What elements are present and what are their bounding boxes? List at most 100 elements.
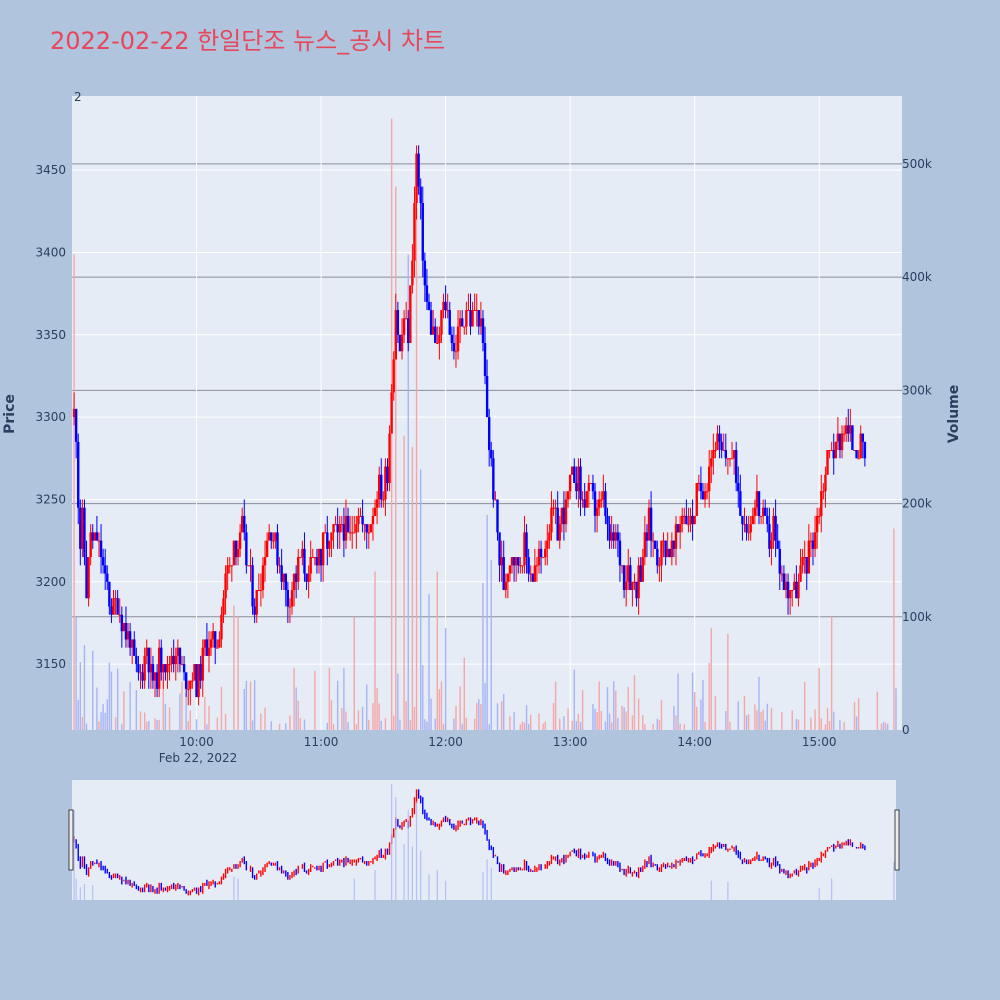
candlestick bbox=[818, 507, 821, 525]
candlestick bbox=[475, 293, 478, 327]
volume-bar bbox=[347, 722, 349, 730]
slider-volume-bar bbox=[482, 872, 484, 900]
volume-bar bbox=[577, 714, 580, 730]
volume-bar bbox=[158, 719, 160, 730]
candlestick bbox=[747, 515, 750, 541]
candlestick bbox=[243, 499, 246, 541]
volume-bar bbox=[422, 665, 424, 730]
candlestick bbox=[193, 664, 196, 681]
slider-volume-bar bbox=[436, 870, 438, 900]
volume-bar bbox=[92, 650, 94, 730]
candlestick bbox=[836, 417, 840, 451]
volume-bar bbox=[895, 688, 897, 730]
volume-bar bbox=[403, 435, 405, 730]
volume-bar bbox=[463, 657, 465, 730]
candlestick bbox=[571, 466, 574, 475]
candlestick bbox=[332, 524, 335, 549]
volume-bar bbox=[372, 703, 374, 730]
y-tick-label: 3250 bbox=[35, 492, 66, 506]
candlestick bbox=[128, 622, 132, 656]
candlestick bbox=[683, 507, 686, 525]
candlestick bbox=[79, 499, 82, 566]
candlestick bbox=[207, 631, 211, 673]
candlestick bbox=[722, 433, 725, 452]
candlestick bbox=[863, 441, 867, 467]
slider-volume-bar bbox=[353, 878, 355, 900]
volume-bar bbox=[251, 720, 254, 730]
candlestick bbox=[795, 565, 798, 599]
candlestick bbox=[774, 499, 777, 558]
slider-volume-bar bbox=[407, 810, 409, 900]
candlestick bbox=[238, 524, 242, 558]
candlestick bbox=[104, 548, 107, 591]
volume-bar bbox=[299, 718, 302, 730]
candlestick bbox=[512, 557, 516, 582]
volume-bar bbox=[480, 703, 482, 730]
slider-volume-bar bbox=[79, 887, 81, 900]
volume-bar bbox=[500, 701, 503, 730]
candlestick bbox=[326, 515, 329, 566]
volume-bar bbox=[737, 701, 739, 730]
candlestick bbox=[342, 507, 346, 558]
candlestick bbox=[519, 557, 522, 574]
candlestick bbox=[471, 301, 474, 327]
candlestick bbox=[454, 334, 458, 368]
candlestick bbox=[344, 499, 348, 549]
candlestick bbox=[419, 178, 422, 220]
volume-bar bbox=[289, 715, 291, 730]
range-slider-right-handle[interactable] bbox=[894, 809, 900, 871]
candlestick bbox=[672, 540, 676, 558]
volume-bar bbox=[756, 709, 758, 730]
volume-bar bbox=[206, 724, 208, 730]
slider-volume-bar bbox=[420, 850, 422, 900]
candlestick bbox=[93, 532, 97, 541]
chart-title: 2022-02-22 한일단조 뉴스_공시 차트 bbox=[50, 27, 445, 55]
candlestick bbox=[461, 310, 464, 327]
candlestick bbox=[425, 268, 429, 311]
candlestick bbox=[396, 301, 400, 344]
volume-bar bbox=[455, 705, 457, 730]
volume-bar bbox=[106, 699, 108, 730]
volume-bar bbox=[332, 724, 335, 730]
candlestick bbox=[535, 557, 539, 582]
candlestick bbox=[334, 515, 337, 526]
candlestick bbox=[662, 532, 665, 558]
candlestick bbox=[510, 557, 514, 574]
range-slider[interactable] bbox=[72, 780, 896, 900]
volume-bar bbox=[559, 718, 561, 730]
volume-bar bbox=[523, 722, 526, 730]
candlestick bbox=[755, 474, 759, 516]
candlestick bbox=[487, 408, 491, 467]
volume-bar bbox=[195, 719, 198, 730]
volume-bar bbox=[839, 720, 841, 730]
candlestick bbox=[658, 557, 661, 582]
y2-tick-label: 500k bbox=[902, 157, 932, 171]
volume-bar bbox=[81, 716, 84, 730]
candlestick bbox=[253, 598, 256, 623]
volume-bar bbox=[490, 560, 492, 730]
volume-bar bbox=[424, 719, 426, 730]
candlestick bbox=[477, 310, 481, 335]
candlestick bbox=[245, 524, 248, 574]
volume-bar bbox=[631, 715, 634, 730]
volume-bar bbox=[488, 724, 490, 730]
candlestick bbox=[506, 573, 510, 599]
volume-bar bbox=[677, 673, 679, 730]
candlestick bbox=[384, 458, 387, 516]
candlestick bbox=[541, 557, 545, 559]
candlestick bbox=[782, 565, 786, 591]
candlestick bbox=[720, 433, 723, 459]
candlestick bbox=[637, 557, 640, 615]
candlestick bbox=[685, 499, 688, 525]
candlestick bbox=[402, 310, 406, 344]
range-slider-left-handle[interactable] bbox=[68, 809, 74, 871]
volume-bar bbox=[478, 699, 480, 730]
candlestick bbox=[776, 524, 779, 549]
candlestick bbox=[502, 540, 505, 591]
candlestick bbox=[263, 540, 267, 582]
candlestick bbox=[444, 285, 447, 319]
volume-bar bbox=[704, 721, 706, 730]
candlestick bbox=[182, 655, 186, 681]
candlestick bbox=[411, 244, 414, 294]
y-tick-label: 3300 bbox=[35, 410, 66, 424]
